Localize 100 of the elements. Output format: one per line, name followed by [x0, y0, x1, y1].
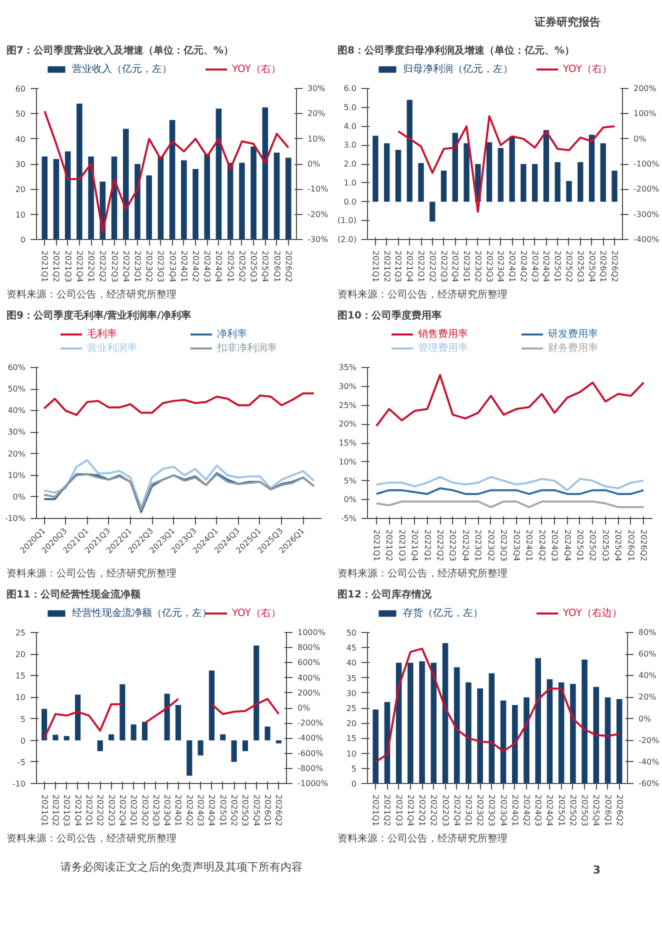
x-tick-label: 2022Q4 [460, 530, 470, 562]
y2-tick-label: -800% [298, 764, 324, 773]
x-tick-label: 2021Q3 [394, 250, 403, 282]
y-tick-label: 20% [8, 449, 26, 458]
x-tick-label: 2021Q2 [52, 250, 61, 282]
y-tick-label: 0.0 [344, 197, 357, 206]
x-tick-label: 2024Q3 [550, 530, 560, 562]
x-tick-label: 2026Q1 [603, 794, 612, 826]
y2-tick-label: -20% [638, 736, 660, 745]
line-series [43, 459, 315, 509]
legend-label: 营业收入（亿元，左） [72, 62, 172, 76]
line-series [375, 476, 645, 492]
x-tick-label: 2025Q3 [576, 250, 585, 282]
x-tick-label: 2021Q1 [371, 794, 380, 826]
bar [274, 152, 280, 240]
x-tick-label: 2026Q2 [610, 250, 620, 282]
text: 资料来源：公司公告，经济研究所整理 [338, 832, 508, 844]
legend-label: 财务费用率 [548, 342, 598, 355]
x-tick-label: 2023Q1 [132, 250, 142, 282]
y2-tick-label: -60% [638, 779, 660, 788]
legend-label: 销售费用率 [418, 328, 468, 341]
chart-title: 图7：公司季度营业收入及增速（单位：亿元、%） [6, 44, 234, 56]
x-tick-label: 2021Q2 [382, 794, 392, 826]
x-tick-label: 2025Q1 [218, 794, 228, 826]
bar [208, 670, 215, 740]
bar [593, 686, 600, 784]
bar [418, 163, 424, 202]
y-tick-label: (2.0) [338, 235, 357, 244]
line-series [43, 392, 315, 416]
x-tick-label: 2023Q2 [476, 794, 485, 826]
y-tick-label: 10% [8, 470, 26, 480]
bar [231, 740, 237, 762]
bar [372, 710, 379, 784]
x-tick-label: 2025Q2 [237, 250, 246, 282]
y-tick-label: -10% [4, 514, 26, 523]
legend-label: YOY（右边） [563, 606, 622, 620]
y-tick-label: -10 [12, 780, 26, 788]
y-tick-label: 40% [8, 406, 26, 416]
y2-tick-label: -300% [634, 210, 660, 219]
bar [532, 164, 538, 202]
x-tick-label: 2025Q2 [588, 530, 598, 562]
x-tick-label: 2022Q3 [440, 794, 450, 826]
y-tick-label: -5 [18, 758, 26, 767]
y-tick-label: 50 [346, 628, 357, 638]
x-tick-label: 2022Q4 [450, 250, 460, 282]
bar [604, 697, 611, 784]
chart-title: 图10：公司季度费用率 [338, 310, 442, 322]
x-tick-label: 2023Q1 [474, 530, 483, 562]
x-tick-label: 2024Q1 [524, 530, 534, 562]
x-tick-label: 2026Q2 [284, 250, 293, 282]
x-tick-label: 2021Q2 [384, 530, 394, 562]
legend-label: YOY（右） [232, 63, 281, 76]
bar [250, 146, 256, 240]
x-tick-label: 2025Q4 [252, 794, 261, 826]
y2-tick-label: 40% [638, 671, 657, 680]
bar [440, 170, 447, 202]
y-tick-label: 1.0 [344, 178, 357, 188]
legend-label: 净利率 [217, 328, 247, 341]
bar [535, 658, 542, 784]
y-tick-label: 0% [12, 492, 26, 502]
x-tick-label: 2022Q1 [422, 530, 432, 562]
x-tick-label: 2021Q4 [410, 530, 420, 562]
x-tick-label: 2025Q2 [568, 794, 578, 826]
y2-tick-label: -200% [298, 718, 324, 728]
x-tick-label: 2021Q3 [62, 794, 72, 826]
x-tick-label: 2021Q1 [372, 530, 381, 562]
x-tick-label: 2021Q4 [74, 250, 84, 282]
x-tick-label: 2021Q2 [50, 794, 60, 826]
bar [582, 660, 588, 784]
x-tick-label: 2025Q4 [614, 530, 623, 562]
y-tick-label: 6.0 [344, 84, 357, 93]
y2-tick-label: 600% [298, 658, 321, 668]
bar [198, 740, 204, 756]
bar [477, 688, 483, 784]
x-tick-label: 2025Q1 [575, 530, 584, 562]
x-tick-label: 2025Q2 [230, 794, 239, 826]
bar [500, 700, 506, 784]
bar [464, 143, 470, 202]
bar [406, 100, 412, 202]
bar [466, 682, 472, 784]
x-tick-label: 2022Q1 [418, 794, 427, 826]
y2-tick-label: -600% [298, 748, 324, 758]
bar [588, 134, 595, 202]
y-tick-label: 5% [344, 476, 357, 486]
x-tick-label: 2023Q4 [168, 250, 177, 282]
y-tick-label: 30% [8, 428, 26, 437]
y-tick-label: 10 [15, 210, 26, 220]
bar [88, 156, 94, 240]
bar [264, 726, 270, 740]
x-tick-label: 2024Q1 [174, 794, 183, 826]
bar [524, 697, 530, 784]
x-tick-label: 2024Q1 [179, 250, 188, 282]
bar [134, 164, 140, 240]
bar [216, 108, 222, 240]
bar [498, 148, 504, 202]
bar [578, 162, 584, 202]
bar [600, 143, 606, 202]
x-tick-label: 2023Q1 [462, 250, 472, 282]
legend-label: 研发费用率 [548, 328, 598, 341]
y-tick-label: 0% [344, 495, 357, 504]
